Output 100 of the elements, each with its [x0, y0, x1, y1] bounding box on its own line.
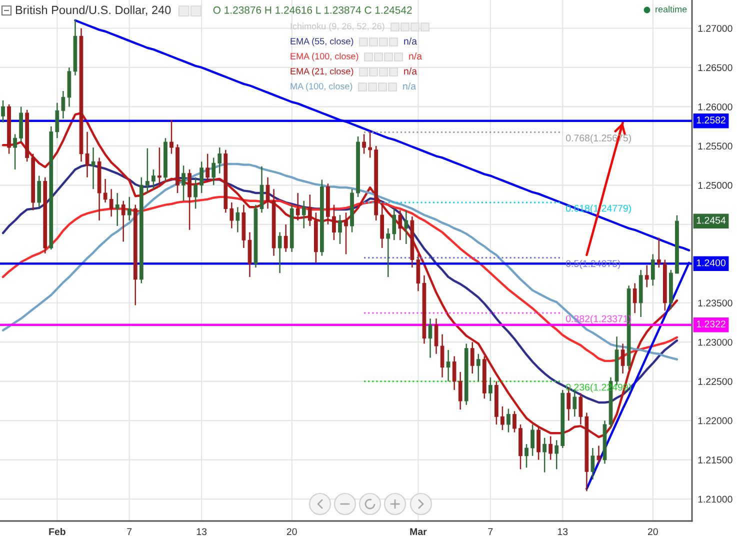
- line-series: [2, 162, 678, 360]
- y-tick-label: 1.22000: [698, 417, 732, 424]
- x-tick-label: Feb: [49, 528, 66, 536]
- candlestick: [218, 146, 222, 174]
- candlestick: [554, 440, 559, 470]
- candlestick: [278, 232, 282, 274]
- y-tick-label: 1.21500: [698, 456, 732, 464]
- legend-label: Ichimoku (9, 26, 52, 26): [290, 22, 384, 32]
- candlestick: [188, 168, 192, 231]
- ref-line-label: 1.2582: [696, 116, 726, 124]
- candlestick: [266, 176, 270, 210]
- candlestick: [13, 134, 17, 170]
- candlestick: [476, 353, 480, 382]
- candlestick: [115, 192, 120, 227]
- candlestick: [61, 90, 66, 120]
- text: MA (100, close): [290, 82, 352, 92]
- candlestick: [91, 146, 96, 190]
- candlestick: [632, 282, 637, 314]
- candlestick: [230, 202, 234, 229]
- chart-subtitle: O 1.23876 H 1.24616 L 1.23874 C 1.24542: [213, 6, 412, 14]
- text: EMA (55, close): [290, 38, 354, 46]
- candlestick: [37, 175, 42, 208]
- candlestick: [512, 410, 516, 433]
- candlestick: [620, 343, 625, 374]
- candlestick: [650, 254, 655, 286]
- candlestick: [392, 208, 396, 241]
- candlestick: [158, 146, 162, 186]
- x-tick-label: 13: [196, 528, 207, 536]
- candlestick: [194, 176, 198, 210]
- candlestick: [302, 200, 306, 229]
- annotation: n/a: [404, 37, 418, 45]
- candlestick: [55, 102, 60, 139]
- y-tick-label: 1.27000: [698, 24, 732, 32]
- x-tick-label: 13: [558, 528, 568, 536]
- candlestick: [236, 206, 240, 233]
- candlestick: [404, 210, 408, 245]
- candlestick: [488, 376, 492, 402]
- candlestick: [398, 210, 402, 241]
- annotation: 1.2454: [696, 216, 726, 224]
- candlestick: [530, 424, 534, 456]
- annotation: n/a: [403, 82, 416, 90]
- candlestick: [536, 426, 540, 460]
- candlestick: [284, 224, 288, 252]
- annotation: n/a: [404, 67, 418, 75]
- series-label: 0.5(1.24075): [566, 260, 620, 269]
- x-tick-label: Mar: [410, 528, 427, 536]
- text: EMA (21, close): [290, 68, 354, 76]
- candlestick: [368, 131, 372, 158]
- candlestick: [127, 196, 132, 222]
- candlestick: [1, 100, 5, 124]
- candlestick: [260, 166, 264, 214]
- candlestick: [145, 148, 150, 194]
- candlestick: [434, 318, 438, 354]
- candlestick: [212, 157, 216, 186]
- candlestick: [428, 318, 432, 358]
- candlestick: [206, 153, 210, 182]
- candlestick: [590, 447, 595, 480]
- candlestick: [338, 214, 342, 245]
- annotation: realtime: [656, 6, 687, 12]
- line-series: [2, 112, 678, 438]
- ref-line-label: 1.2400: [696, 259, 726, 266]
- candlestick: [152, 168, 156, 190]
- candlestick: [578, 392, 583, 426]
- x-tick-label: 20: [648, 528, 658, 536]
- candlestick: [524, 443, 528, 468]
- y-tick-label: 1.21000: [698, 496, 732, 503]
- ref-line-label: 1.2322: [696, 320, 726, 328]
- candlestick: [182, 164, 186, 202]
- candlestick: [344, 212, 348, 255]
- y-tick-label: 1.25000: [698, 182, 732, 189]
- candlestick: [386, 228, 390, 278]
- candlestick: [170, 119, 174, 154]
- candlestick: [542, 437, 547, 473]
- candlestick: [121, 200, 126, 242]
- candlestick: [458, 371, 462, 410]
- y-tick-label: 1.26500: [698, 64, 732, 72]
- y-tick-label: 1.26000: [698, 103, 732, 110]
- candlestick: [380, 204, 384, 249]
- candlestick: [103, 178, 108, 204]
- candlestick: [416, 254, 420, 292]
- chart-title: British Pound/U.S. Dollar, 240: [16, 6, 171, 16]
- candlestick: [452, 356, 456, 391]
- y-tick-label: 1.22500: [698, 378, 732, 385]
- candlestick: [248, 232, 252, 278]
- candlestick: [596, 445, 601, 464]
- x-tick-label: 20: [286, 528, 297, 536]
- x-tick-label: 7: [127, 528, 132, 535]
- candlestick: [548, 436, 553, 460]
- candlestick: [109, 188, 114, 218]
- candlestick: [362, 134, 366, 154]
- candlestick: [500, 406, 504, 431]
- candlestick: [446, 349, 450, 382]
- candlestick: [332, 204, 336, 241]
- candlestick: [440, 334, 444, 378]
- candlestick: [656, 237, 661, 268]
- text: EMA (100, close): [290, 52, 358, 62]
- candlestick: [470, 341, 474, 374]
- x-tick-label: 7: [488, 528, 493, 535]
- candlestick: [296, 192, 300, 222]
- annotation: n/a: [409, 52, 422, 60]
